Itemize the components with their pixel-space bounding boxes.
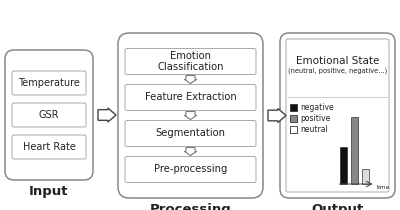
Bar	[362, 169, 368, 184]
Polygon shape	[184, 147, 196, 155]
FancyBboxPatch shape	[280, 33, 395, 198]
FancyBboxPatch shape	[125, 121, 256, 147]
FancyBboxPatch shape	[125, 156, 256, 182]
Text: Temperature: Temperature	[18, 78, 80, 88]
Text: Feature Extraction: Feature Extraction	[145, 92, 236, 102]
FancyBboxPatch shape	[125, 84, 256, 110]
Text: Emotion
Classification: Emotion Classification	[157, 51, 224, 72]
FancyBboxPatch shape	[12, 71, 86, 95]
Text: time: time	[376, 185, 390, 190]
Text: GSR: GSR	[39, 110, 59, 120]
FancyBboxPatch shape	[5, 50, 93, 180]
FancyBboxPatch shape	[12, 135, 86, 159]
Text: Input: Input	[29, 185, 69, 198]
Text: negative: negative	[300, 103, 334, 112]
Bar	[290, 104, 297, 111]
Text: Processing: Processing	[150, 203, 231, 210]
Polygon shape	[98, 108, 116, 122]
Polygon shape	[184, 112, 196, 119]
Text: Heart Rate: Heart Rate	[22, 142, 76, 152]
FancyBboxPatch shape	[125, 49, 256, 75]
FancyBboxPatch shape	[118, 33, 263, 198]
Bar	[350, 117, 358, 184]
Text: Segmentation: Segmentation	[156, 129, 226, 139]
Text: positive: positive	[300, 114, 330, 123]
Bar	[290, 126, 297, 133]
Text: (neutral, positive, negative...): (neutral, positive, negative...)	[288, 68, 387, 74]
Bar	[340, 147, 346, 184]
Text: Emotional State: Emotional State	[296, 56, 379, 66]
Text: Output: Output	[311, 203, 364, 210]
Text: Pre-processing: Pre-processing	[154, 164, 227, 175]
Text: neutral: neutral	[300, 125, 328, 134]
Polygon shape	[268, 109, 286, 122]
Polygon shape	[184, 76, 196, 84]
Bar	[290, 115, 297, 122]
FancyBboxPatch shape	[286, 39, 389, 192]
FancyBboxPatch shape	[12, 103, 86, 127]
